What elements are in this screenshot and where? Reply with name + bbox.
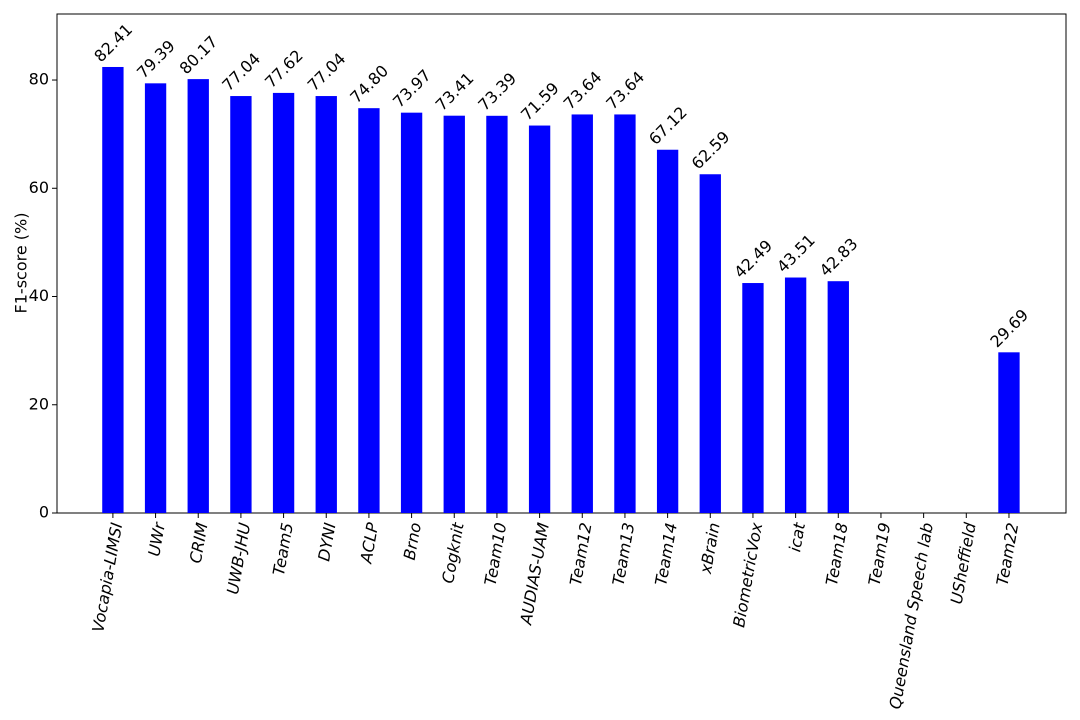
value-label: 62.59: [688, 127, 734, 173]
value-label: 43.51: [773, 231, 819, 277]
bar: [742, 283, 764, 513]
value-label: 73.64: [602, 67, 648, 113]
bar: [315, 96, 337, 513]
x-tick-label: UWr: [144, 520, 169, 558]
value-label: 67.12: [645, 103, 691, 149]
x-tick-label: DYNI: [314, 521, 339, 563]
value-label: 73.41: [432, 69, 478, 115]
value-label: 71.59: [517, 79, 563, 125]
bar: [187, 79, 209, 514]
value-label: 73.97: [389, 66, 435, 112]
plot-frame: [56, 13, 1067, 514]
bar: [827, 281, 849, 513]
x-tick-label: UWB-JHU: [223, 521, 254, 596]
bar: [144, 83, 167, 513]
y-tick-label: 80: [29, 70, 49, 89]
value-label: 82.41: [90, 20, 136, 66]
x-tick-label: Team22: [993, 521, 1023, 587]
bar: [656, 149, 679, 513]
bar: [358, 108, 380, 514]
bar: [528, 125, 551, 513]
x-tick-label: Brno: [400, 521, 425, 561]
bar: [998, 352, 1020, 513]
value-label: 42.83: [816, 234, 862, 280]
x-tick-label: ACLP: [356, 521, 382, 566]
y-tick-label: 20: [29, 394, 49, 413]
x-tick-label: icat: [785, 520, 809, 553]
x-tick-label: xBrain: [696, 521, 724, 576]
value-label: 77.04: [218, 49, 264, 95]
x-tick-label: Cogknit: [438, 520, 467, 584]
value-label: 79.39: [133, 36, 179, 82]
value-label: 73.64: [560, 67, 606, 113]
x-tick-label: USheffield: [947, 520, 980, 605]
bar: [272, 92, 295, 513]
x-tick-label: AUDIAS-UAM: [516, 521, 553, 627]
value-label: 80.17: [176, 32, 222, 78]
y-axis-label: F1-score (%): [12, 213, 31, 314]
x-tick-label: Team13: [609, 521, 639, 587]
value-label: 77.04: [304, 49, 350, 95]
x-tick-label: Vocapia-LIMSI: [88, 521, 126, 634]
x-tick-label: Team12: [566, 521, 596, 587]
bar: [230, 96, 252, 513]
y-tick-label: 60: [29, 178, 49, 197]
value-label: 73.39: [474, 69, 520, 115]
bar: [784, 277, 807, 513]
y-tick-label: 0: [39, 503, 49, 522]
x-tick-label: BiometricVox: [729, 521, 766, 629]
x-tick-label: Team18: [822, 521, 852, 587]
bar: [400, 112, 423, 513]
y-tick-label: 40: [29, 286, 49, 305]
bar: [443, 115, 465, 514]
x-tick-label: Team5: [269, 521, 297, 577]
x-tick-label: CRIM: [186, 521, 212, 565]
value-label: 29.69: [986, 305, 1032, 351]
bar: [571, 114, 593, 513]
bar: [102, 66, 124, 513]
bar: [699, 174, 721, 513]
x-tick-label: Team14: [651, 521, 681, 587]
bar: [486, 115, 508, 514]
x-tick-label: Queensland Speech lab: [885, 521, 937, 710]
value-label: 77.62: [261, 46, 307, 92]
x-tick-label: Team19: [865, 521, 895, 587]
x-tick-label: Team10: [481, 521, 511, 587]
value-label: 74.80: [346, 61, 392, 107]
bar: [614, 114, 636, 513]
value-label: 42.49: [730, 236, 776, 282]
